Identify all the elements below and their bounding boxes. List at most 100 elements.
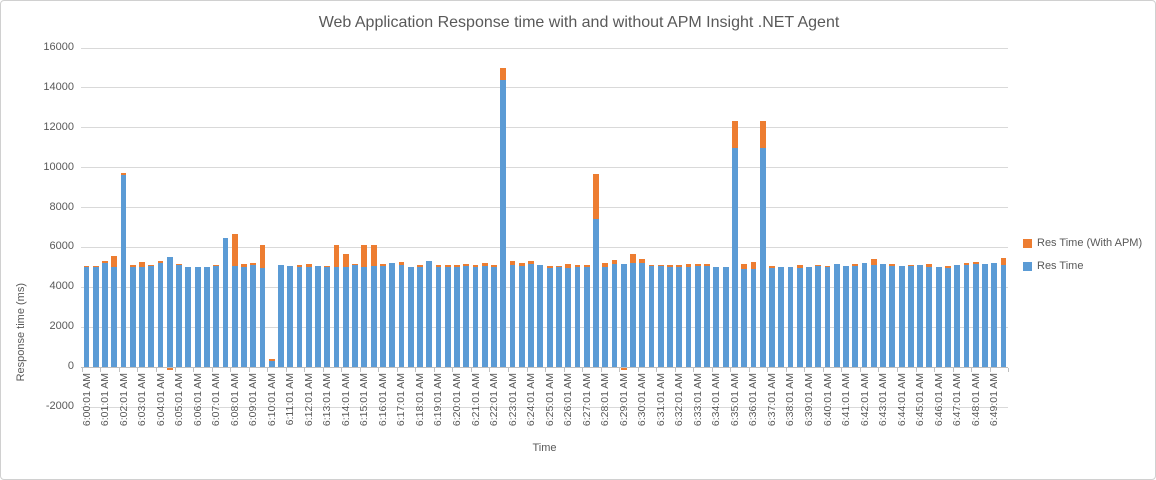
bar-segment-res-time [1000, 264, 1007, 368]
bar-segment-res-time [843, 266, 849, 368]
bar-segment-res-time-with-apm [574, 264, 581, 268]
bar-segment-res-time-with-apm [620, 368, 627, 370]
bar-segment-res-time [704, 265, 710, 368]
bar-segment-res-time-with-apm [657, 264, 664, 267]
gridline [81, 406, 1008, 408]
bar-segment-res-time-with-apm [694, 263, 701, 266]
bar-segment-res-time-with-apm [907, 264, 914, 267]
bar-segment-res-time [148, 266, 155, 368]
bar-segment-res-time-with-apm [945, 265, 951, 268]
bar-segment-res-time [509, 264, 516, 368]
bar-segment-res-time-with-apm [259, 245, 266, 268]
gridline [81, 286, 1008, 288]
x-tick-label: 6:10:01 AM [265, 373, 278, 427]
bar-segment-res-time [111, 267, 118, 368]
bar-segment-res-time [787, 266, 794, 368]
x-axis-tick [211, 368, 213, 373]
x-tick-label: 6:25:01 AM [543, 373, 556, 427]
x-axis-tick [952, 368, 954, 373]
bar-segment-res-time [370, 266, 377, 368]
bar-segment-res-time-with-apm [361, 244, 368, 268]
y-tick-label: -2000 [45, 400, 74, 412]
bar-segment-res-time [120, 174, 127, 368]
bar-segment-res-time-with-apm [444, 264, 451, 267]
bar-segment-res-time-with-apm [111, 255, 118, 268]
bar-segment-res-time [657, 266, 664, 368]
legend-item: Res Time (With APM) [1023, 237, 1142, 249]
bar-segment-res-time [518, 265, 525, 368]
bar-segment-res-time [982, 263, 988, 368]
x-axis-tick [748, 368, 750, 373]
x-tick-label: 6:43:01 AM [877, 373, 890, 427]
bar-segment-res-time [565, 267, 572, 368]
bar-segment-res-time [574, 267, 581, 368]
bar-segment-res-time [898, 265, 905, 368]
bar-segment-res-time-with-apm [1000, 258, 1007, 265]
bar-segment-res-time [639, 262, 646, 368]
bar-segment-res-time [176, 265, 183, 368]
x-tick-label: 6:48:01 AM [969, 373, 982, 427]
bar-segment-res-time [713, 267, 720, 368]
bar-segment-res-time-with-apm [213, 265, 220, 267]
x-axis-tick [81, 368, 83, 373]
bar-segment-res-time [824, 267, 831, 368]
bar-segment-res-time [481, 266, 488, 368]
x-tick-label: 6:02:01 AM [117, 373, 130, 427]
bar-segment-res-time-with-apm [454, 264, 460, 268]
bar-segment-res-time [417, 267, 423, 368]
x-axis-tick [489, 368, 491, 373]
y-tick-label: 12000 [43, 120, 74, 133]
bar-segment-res-time [759, 147, 766, 368]
bar-segment-res-time [204, 266, 210, 368]
bar-segment-res-time-with-apm [639, 258, 646, 263]
x-tick-label: 6:34:01 AM [710, 373, 723, 427]
x-axis-tick [785, 368, 787, 373]
x-axis-tick [563, 368, 565, 373]
bar-segment-res-time [157, 263, 164, 368]
x-tick-label: 6:27:01 AM [580, 373, 593, 427]
gridline [81, 47, 1008, 49]
x-axis-tick [767, 368, 769, 373]
x-axis-tick [378, 368, 380, 373]
bar-segment-res-time-with-apm [296, 264, 303, 268]
bar-segment-res-time-with-apm [769, 266, 775, 268]
x-axis-tick [100, 368, 102, 373]
bar-segment-res-time [907, 266, 914, 368]
bar-segment-res-time [398, 264, 405, 368]
bar-segment-res-time-with-apm [602, 262, 609, 268]
gridline [81, 87, 1008, 89]
bar-segment-res-time-with-apm [435, 264, 442, 267]
bar-segment-res-time-with-apm [667, 264, 673, 267]
bar-segment-res-time [852, 266, 859, 368]
bar-segment-res-time [528, 263, 534, 368]
x-tick-label: 6:06:01 AM [191, 373, 204, 427]
bar-segment-res-time-with-apm [120, 172, 127, 175]
bar-segment-res-time [454, 267, 460, 368]
bar-segment-res-time [778, 266, 785, 368]
bar-segment-res-time-with-apm [685, 263, 692, 267]
bar-segment-res-time-with-apm [398, 262, 405, 265]
x-tick-label: 6:37:01 AM [765, 373, 778, 427]
bar-segment-res-time [305, 267, 312, 368]
bar-segment-res-time [222, 238, 229, 368]
bar-segment-res-time-with-apm [518, 263, 525, 266]
x-tick-label: 6:14:01 AM [339, 373, 352, 427]
x-axis-tick [248, 368, 250, 373]
bar-segment-res-time-with-apm [102, 260, 108, 264]
x-axis-tick [582, 368, 584, 373]
x-axis-tick [322, 368, 324, 373]
bar-segment-res-time [602, 267, 609, 368]
bar-segment-res-time [491, 266, 497, 368]
bar-segment-res-time [806, 266, 812, 368]
bar-segment-res-time [648, 266, 655, 368]
x-axis-tick [433, 368, 435, 373]
bar-segment-res-time [954, 264, 961, 368]
chart-title: Web Application Response time with and w… [318, 14, 840, 31]
x-tick-label: 6:19:01 AM [432, 373, 445, 427]
bar-segment-res-time-with-apm [546, 266, 553, 268]
x-tick-label: 6:23:01 AM [506, 373, 519, 427]
bar-segment-res-time-with-apm [176, 263, 183, 266]
bar-segment-res-time [296, 267, 303, 368]
bar-segment-res-time-with-apm [305, 263, 312, 268]
bar-segment-res-time [361, 267, 368, 368]
